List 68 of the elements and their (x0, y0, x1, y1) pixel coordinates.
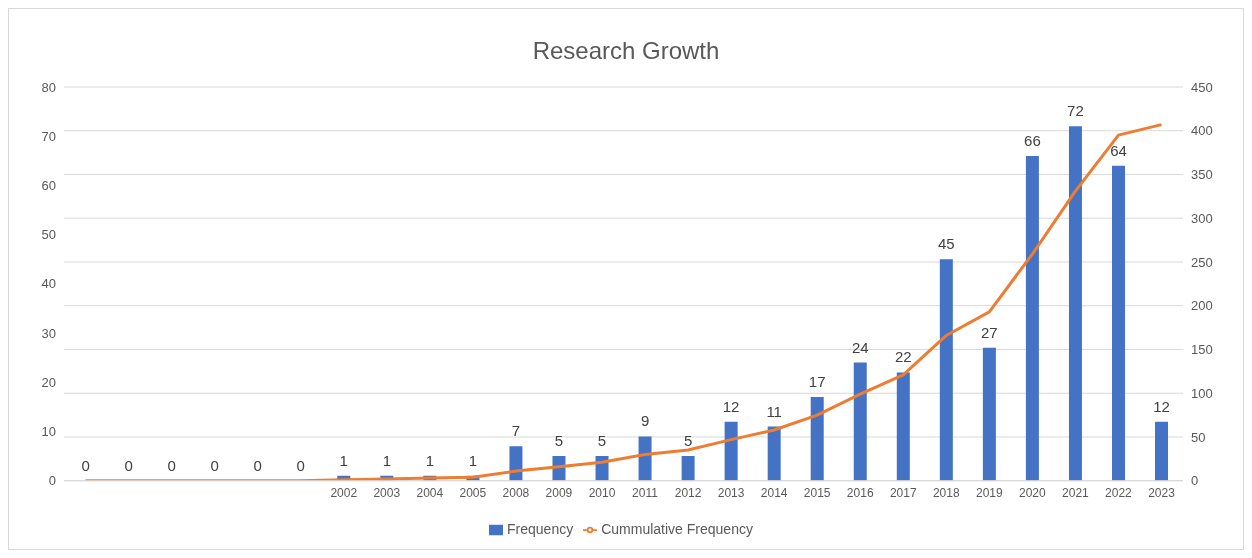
x-tick-label: 2004 (416, 486, 444, 501)
y-tick-label: 70 (41, 128, 56, 144)
data-label: 12 (1153, 397, 1170, 415)
x-tick-label: 2022 (1105, 486, 1133, 501)
x-tick-label: 2003 (373, 486, 401, 501)
data-label: 9 (640, 412, 650, 430)
data-label: 72 (1067, 102, 1084, 120)
x-tick-label: 2020 (1019, 486, 1047, 501)
x-tick-label: 2008 (502, 486, 530, 501)
x-tick-label: 2009 (545, 486, 573, 501)
x-tick-label: 2002 (330, 486, 358, 501)
data-label: 0 (124, 456, 133, 474)
legend-label: Cummulative Frequency (601, 520, 753, 537)
data-label: 24 (851, 338, 869, 356)
x-tick-label: 2019 (975, 486, 1003, 501)
x-tick-label: 2011 (632, 486, 659, 501)
legend-label: Frequency (507, 520, 574, 537)
data-label: 0 (81, 456, 90, 474)
data-label: 1 (382, 451, 391, 469)
y2-tick-label: 150 (1191, 342, 1213, 358)
data-label: 0 (210, 456, 219, 474)
y2-tick-label: 350 (1191, 167, 1213, 183)
data-label: 12 (722, 397, 740, 415)
y2-tick-label: 250 (1191, 254, 1213, 270)
x-tick-label: 2021 (1062, 486, 1090, 501)
data-label: 1 (468, 451, 478, 469)
data-label: 1 (339, 451, 348, 469)
data-label: 45 (937, 235, 955, 253)
data-label: 11 (766, 402, 782, 420)
y-tick-label: 20 (41, 374, 56, 390)
data-label: 17 (808, 373, 826, 391)
x-tick-label: 2014 (760, 486, 788, 501)
x-tick-label: 2016 (846, 486, 874, 501)
x-tick-label: 2017 (889, 486, 917, 501)
data-label: 66 (1024, 131, 1041, 149)
x-tick-label: 2015 (803, 486, 831, 501)
y2-tick-label: 0 (1191, 473, 1199, 489)
chart-title: Research Growth (531, 36, 721, 66)
x-tick-label: 2012 (674, 486, 702, 501)
x-tick-label: 2013 (717, 486, 745, 501)
x-tick-label: 2010 (588, 486, 616, 501)
data-label: 22 (894, 348, 912, 366)
data-label: 5 (597, 432, 607, 450)
y-tick-label: 80 (41, 79, 56, 95)
x-tick-label: 2018 (932, 486, 960, 501)
y2-tick-label: 400 (1191, 123, 1213, 139)
x-tick-label: 2005 (459, 486, 487, 501)
y2-tick-label: 200 (1191, 298, 1213, 314)
y2-tick-label: 50 (1191, 429, 1206, 445)
data-label: 64 (1110, 141, 1127, 159)
y-tick-label: 60 (41, 178, 56, 194)
y-tick-label: 30 (41, 325, 56, 341)
y-tick-label: 10 (41, 424, 56, 440)
y2-tick-label: 100 (1191, 385, 1213, 401)
data-label: 0 (296, 456, 305, 474)
data-label: 0 (167, 456, 176, 474)
y-tick-label: 50 (41, 227, 56, 243)
y2-tick-label: 300 (1191, 210, 1213, 226)
data-label: 1 (425, 451, 435, 469)
data-label: 0 (253, 456, 262, 474)
data-label: 5 (683, 432, 693, 450)
y-tick-label: 0 (48, 473, 56, 489)
data-label: 7 (511, 422, 521, 440)
y-tick-label: 40 (41, 276, 56, 292)
x-tick-label: 2023 (1148, 486, 1176, 501)
y2-tick-label: 450 (1191, 79, 1213, 95)
data-label: 5 (554, 432, 564, 450)
data-label: 27 (981, 323, 998, 341)
